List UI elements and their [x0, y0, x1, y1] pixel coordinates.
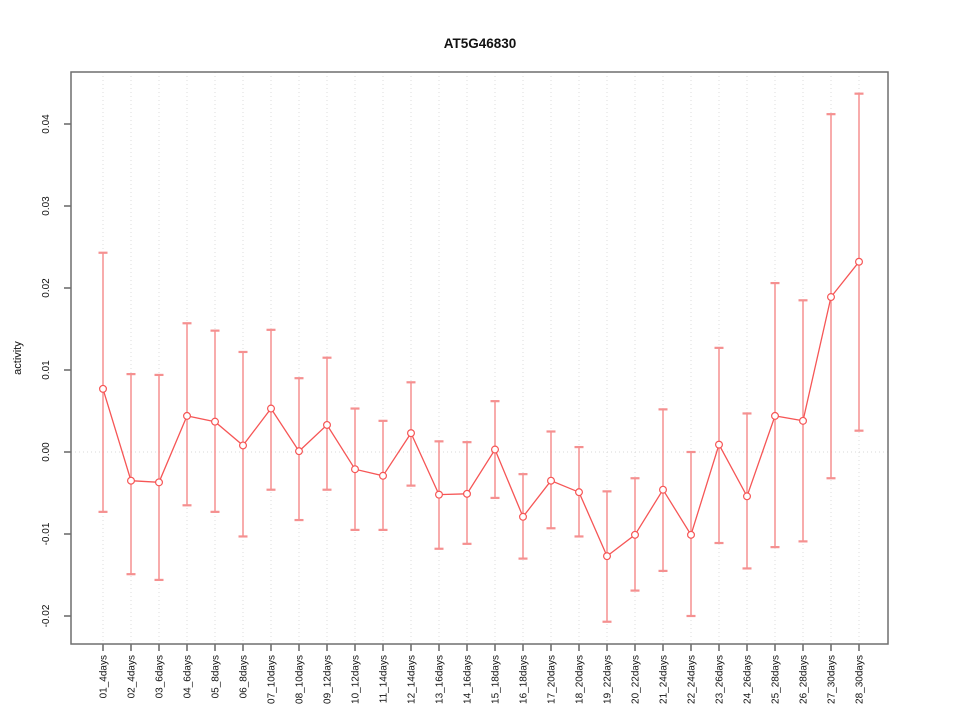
data-point	[686, 530, 695, 539]
grid-layer	[71, 72, 888, 644]
x-tick-label: 20_22days	[631, 655, 642, 704]
y-tick-label: 0.02	[41, 278, 52, 298]
data-point	[183, 411, 192, 420]
x-tick-label: 28_30days	[855, 655, 866, 704]
x-tick-label: 14_16days	[463, 655, 474, 704]
x-tick-label: 02_4days	[127, 655, 138, 698]
data-point	[574, 488, 583, 497]
x-tick-label: 15_18days	[491, 655, 502, 704]
data-point	[407, 429, 416, 438]
x-tick-label: 26_28days	[799, 655, 810, 704]
x-tick-label: 03_6days	[155, 655, 166, 698]
series-layer	[98, 257, 863, 561]
data-point	[798, 416, 807, 425]
data-point	[98, 384, 107, 393]
data-point	[239, 441, 248, 450]
data-point	[351, 465, 360, 474]
plot-frame	[70, 71, 889, 645]
data-point	[602, 552, 611, 561]
x-tick-label: 04_6days	[183, 655, 194, 698]
chart-title: AT5G46830	[444, 36, 517, 51]
y-tick-label: -0.01	[41, 522, 52, 545]
x-tick-label: 23_26days	[715, 655, 726, 704]
data-point	[491, 445, 500, 454]
data-point	[714, 440, 723, 449]
y-tick-label: 0.04	[41, 114, 52, 134]
data-point	[770, 411, 779, 420]
data-point	[658, 485, 667, 494]
data-point	[379, 471, 388, 480]
y-axis-label: activity	[12, 341, 24, 375]
error-bar-layer	[98, 92, 864, 623]
data-point	[518, 512, 527, 521]
y-tick-label: 0.01	[41, 360, 52, 380]
x-tick-label: 22_24days	[687, 655, 698, 704]
x-tick-label: 21_24days	[659, 655, 670, 704]
x-tick-label: 11_14days	[379, 655, 390, 703]
data-point	[295, 447, 304, 456]
data-point	[463, 489, 472, 498]
x-tick-label: 19_22days	[603, 655, 614, 704]
x-tick-label: 24_26days	[743, 655, 754, 704]
data-point	[630, 530, 639, 539]
x-tick-label: 17_20days	[547, 655, 558, 704]
data-point	[155, 478, 164, 487]
series-line	[102, 261, 860, 558]
x-tick-label: 01_4days	[99, 655, 110, 698]
x-tick-label: 16_18days	[519, 655, 530, 704]
axes-layer: 01_4days 02_4days 03_6days 04_6days 05_8days…	[41, 71, 889, 704]
data-point	[323, 420, 332, 429]
data-point	[742, 492, 751, 501]
x-tick-label: 25_28days	[771, 655, 782, 704]
data-point	[435, 490, 444, 499]
data-point	[211, 417, 220, 426]
x-tick-label: 08_10days	[295, 655, 306, 704]
x-tick-label: 12_14days	[407, 655, 418, 704]
data-point	[854, 257, 863, 266]
data-point	[267, 404, 276, 413]
x-tick-label: 13_16days	[435, 655, 446, 704]
x-tick-label: 06_8days	[239, 655, 250, 698]
y-tick-label: -0.02	[41, 604, 52, 627]
x-tick-label: 27_30days	[827, 655, 838, 704]
y-tick-label: 0.03	[41, 196, 52, 216]
x-tick-label: 07_10days	[267, 655, 278, 704]
data-point	[546, 476, 555, 485]
x-tick-label: 09_12days	[323, 655, 334, 704]
data-point	[826, 293, 835, 302]
x-tick-label: 18_20days	[575, 655, 586, 704]
x-tick-label: 05_8days	[211, 655, 222, 698]
x-tick-label: 10_12days	[351, 655, 362, 704]
data-point	[126, 476, 135, 485]
y-tick-label: 0.00	[41, 442, 52, 462]
